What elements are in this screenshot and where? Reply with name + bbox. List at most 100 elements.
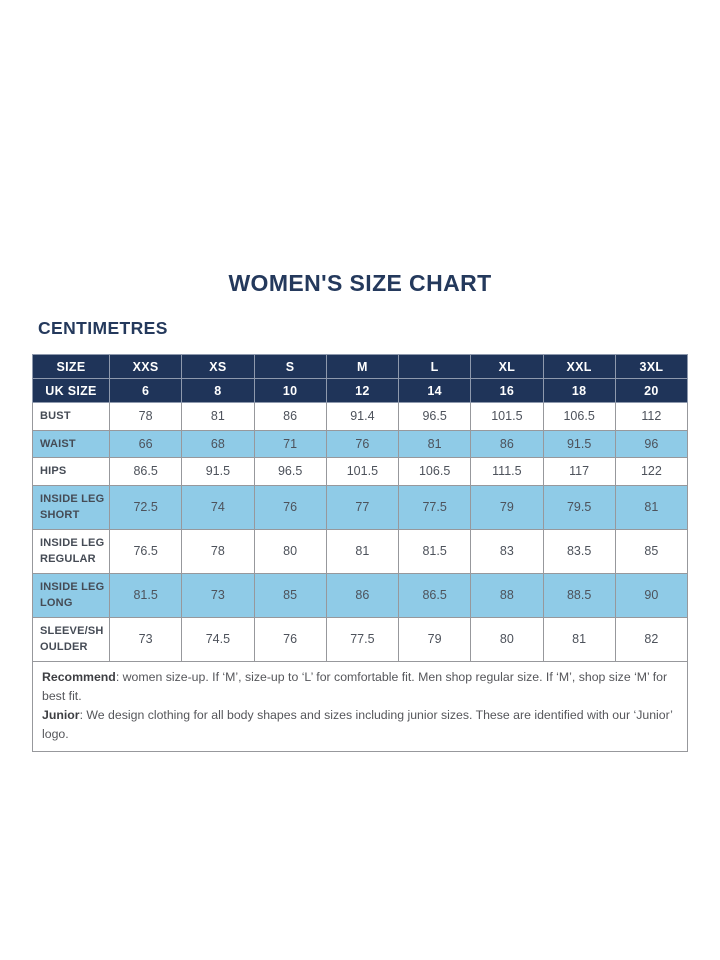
table-header: SIZE XXS XS S M L XL XXL 3XL UK SIZE 6 8 10 12 14 16…: [32, 354, 689, 403]
measure-value-cell: 72.5: [108, 484, 183, 530]
footnote-row: Recommend: women size-up. If ‘M’, size-u…: [32, 660, 688, 752]
size-column-header: M: [325, 354, 400, 379]
measure-value-cell: 74.5: [181, 616, 255, 662]
footnote-recommend: Recommend: women size-up. If ‘M’, size-u…: [42, 668, 678, 706]
measure-value-cell: 91.5: [542, 429, 616, 458]
measure-row: INSIDE LEG SHORT 72.5 74 76 77 77.5 79 79.5 81: [32, 484, 689, 530]
uk-size-value: 20: [614, 378, 689, 403]
measure-row-label: SLEEVE/SHOULDER: [32, 616, 110, 662]
measure-value-cell: 82: [614, 616, 689, 662]
uk-size-row: UK SIZE 6 8 10 12 14 16 18 20: [32, 378, 689, 403]
measure-row-label: WAIST: [32, 429, 110, 458]
measure-value-cell: 112: [614, 402, 689, 431]
unit-heading: CENTIMETRES: [38, 318, 168, 338]
uk-size-label: UK SIZE: [32, 378, 110, 403]
size-column-header: XS: [181, 354, 255, 379]
uk-size-value: 12: [325, 378, 400, 403]
footnote-recommend-text: : women size-up. If ‘M’, size-up to ‘L’ …: [42, 669, 668, 703]
measure-value-cell: 81: [325, 528, 400, 574]
measure-value-cell: 77.5: [325, 616, 400, 662]
measure-value-cell: 81: [397, 429, 472, 458]
measure-value-cell: 79.5: [542, 484, 616, 530]
measure-row: SLEEVE/SHOULDER 73 74.5 76 77.5 79 80 81 82: [32, 616, 689, 662]
measure-value-cell: 85: [253, 572, 327, 618]
measure-value-cell: 88.5: [542, 572, 616, 618]
footnote-junior: Junior: We design clothing for all body …: [42, 706, 678, 744]
uk-size-value: 10: [253, 378, 327, 403]
measure-value-cell: 78: [181, 528, 255, 574]
measure-value-cell: 111.5: [470, 457, 544, 486]
measure-value-cell: 73: [108, 616, 183, 662]
measure-value-cell: 96.5: [253, 457, 327, 486]
measure-row: INSIDE LEG LONG 81.5 73 85 86 86.5 88 88.5 90: [32, 572, 689, 618]
measure-row: INSIDE LEG REGULAR 76.5 78 80 81 81.5 83 83.5 85: [32, 528, 689, 574]
measure-value-cell: 85: [614, 528, 689, 574]
measure-value-cell: 88: [470, 572, 544, 618]
measure-value-cell: 66: [108, 429, 183, 458]
measure-value-cell: 106.5: [542, 402, 616, 431]
measure-value-cell: 77.5: [397, 484, 472, 530]
measure-value-cell: 79: [397, 616, 472, 662]
size-column-header: XL: [470, 354, 544, 379]
footnote-junior-text: : We design clothing for all body shapes…: [42, 707, 673, 741]
measure-value-cell: 91.4: [325, 402, 400, 431]
uk-size-value: 8: [181, 378, 255, 403]
measure-row-label: HIPS: [32, 457, 110, 486]
measure-value-cell: 81: [614, 484, 689, 530]
measure-value-cell: 73: [181, 572, 255, 618]
measure-value-cell: 76.5: [108, 528, 183, 574]
size-column-header: S: [253, 354, 327, 379]
size-chart-table: SIZE XXS XS S M L XL XXL 3XL UK SIZE 6 8 10 12 14 16…: [32, 354, 689, 752]
size-column-header: 3XL: [614, 354, 689, 379]
measure-value-cell: 106.5: [397, 457, 472, 486]
measure-value-cell: 101.5: [325, 457, 400, 486]
measure-value-cell: 91.5: [181, 457, 255, 486]
measure-value-cell: 86.5: [397, 572, 472, 618]
footnote-cell: Recommend: women size-up. If ‘M’, size-u…: [32, 660, 688, 752]
measure-value-cell: 74: [181, 484, 255, 530]
measure-row: BUST 78 81 86 91.4 96.5 101.5 106.5 112: [32, 402, 689, 431]
measure-value-cell: 71: [253, 429, 327, 458]
size-column-header: XXS: [108, 354, 183, 379]
page-title: WOMEN'S SIZE CHART: [228, 270, 492, 296]
measure-value-cell: 83: [470, 528, 544, 574]
measure-value-cell: 86: [325, 572, 400, 618]
measure-value-cell: 90: [614, 572, 689, 618]
measure-value-cell: 96: [614, 429, 689, 458]
uk-size-value: 18: [542, 378, 616, 403]
table-footnote: Recommend: women size-up. If ‘M’, size-u…: [32, 660, 688, 752]
measure-row-label: INSIDE LEG REGULAR: [32, 528, 110, 574]
measure-value-cell: 80: [470, 616, 544, 662]
uk-size-value: 14: [397, 378, 472, 403]
size-column-header: L: [397, 354, 472, 379]
measure-value-cell: 79: [470, 484, 544, 530]
measure-value-cell: 78: [108, 402, 183, 431]
measure-value-cell: 83.5: [542, 528, 616, 574]
measure-row: HIPS 86.5 91.5 96.5 101.5 106.5 111.5 117 122: [32, 457, 689, 486]
measure-value-cell: 101.5: [470, 402, 544, 431]
measure-value-cell: 68: [181, 429, 255, 458]
measure-value-cell: 76: [325, 429, 400, 458]
footnote-junior-lead: Junior: [42, 707, 80, 722]
measure-value-cell: 76: [253, 484, 327, 530]
measure-value-cell: 122: [614, 457, 689, 486]
uk-size-value: 16: [470, 378, 544, 403]
measure-value-cell: 80: [253, 528, 327, 574]
measure-value-cell: 86.5: [108, 457, 183, 486]
size-header-row: SIZE XXS XS S M L XL XXL 3XL: [32, 354, 689, 379]
measure-value-cell: 81: [181, 402, 255, 431]
size-header-label: SIZE: [32, 354, 110, 379]
measure-value-cell: 77: [325, 484, 400, 530]
measure-value-cell: 81: [542, 616, 616, 662]
measure-row-label: BUST: [32, 402, 110, 431]
measure-row: WAIST 66 68 71 76 81 86 91.5 96: [32, 429, 689, 458]
measure-value-cell: 86: [253, 402, 327, 431]
measure-value-cell: 86: [470, 429, 544, 458]
footnote-recommend-lead: Recommend: [42, 669, 116, 684]
size-column-header: XXL: [542, 354, 616, 379]
measure-value-cell: 76: [253, 616, 327, 662]
measure-value-cell: 81.5: [397, 528, 472, 574]
measurement-rows: BUST 78 81 86 91.4 96.5 101.5 106.5 112 WAIST 66 68…: [32, 402, 689, 662]
measure-value-cell: 81.5: [108, 572, 183, 618]
uk-size-value: 6: [108, 378, 183, 403]
